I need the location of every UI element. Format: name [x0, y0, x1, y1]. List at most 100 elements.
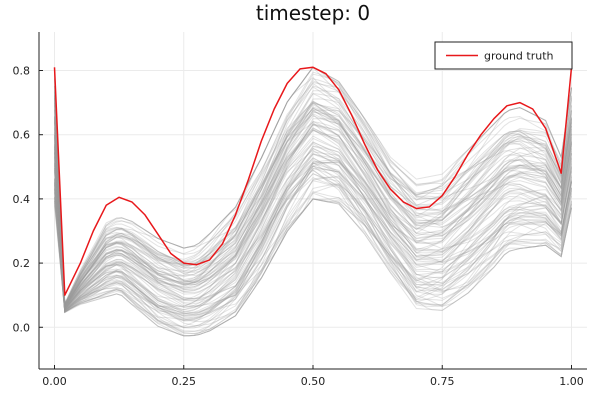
ensemble-line-98: [54, 137, 572, 310]
ensemble-line-66: [54, 159, 572, 320]
ensemble-line-39: [54, 160, 572, 311]
ensemble-line-20: [54, 137, 572, 310]
ground-truth-line: [53, 66, 573, 296]
legend: ground truth: [434, 41, 573, 70]
ensemble-line-43: [54, 181, 572, 315]
ensemble-line-1: [54, 105, 572, 309]
ensemble-line-33: [54, 109, 572, 308]
ensemble-line-59: [54, 76, 572, 307]
ensemble-line-78: [54, 80, 572, 307]
legend-label-ground-truth: ground truth: [484, 50, 554, 63]
ensemble-line-71: [54, 159, 572, 311]
ensemble-line-38: [54, 127, 572, 310]
ensemble-line-10: [54, 142, 572, 311]
ensemble-line-54: [54, 73, 572, 304]
ensemble-line-52: [54, 104, 572, 309]
grid: [39, 32, 587, 369]
ensemble-line-2: [54, 102, 572, 309]
ensemble-line-3: [54, 92, 572, 307]
y-tick-label-2: 0.4: [13, 193, 31, 206]
ensemble-line-5: [54, 168, 572, 335]
y-tick-label-1: 0.2: [13, 257, 31, 270]
ensemble-line-85: [54, 146, 572, 310]
x-tick-label-2: 0.50: [301, 375, 326, 388]
ensemble-line-22: [54, 93, 572, 309]
ensemble-line-90: [54, 107, 572, 310]
ensemble-line-44: [54, 161, 572, 323]
ensemble-line-60: [54, 158, 572, 313]
ensemble-line-16: [54, 155, 572, 315]
ensemble-line-95: [54, 161, 572, 319]
ensemble-line-67: [54, 176, 572, 337]
y-tick-label-0: 0.0: [13, 321, 31, 334]
ensemble-line-47: [54, 107, 572, 309]
ensemble-line-53: [54, 183, 572, 337]
ground-truth-layer: [53, 66, 573, 296]
ensemble-line-12: [54, 123, 572, 309]
ensemble-line-48: [54, 94, 572, 307]
ensemble-line-36: [54, 169, 572, 337]
ensemble-line-32: [54, 85, 572, 309]
ensemble-line-86: [54, 120, 572, 309]
ensemble-line-93: [54, 140, 572, 310]
x-tick-label-4: 1.00: [559, 375, 584, 388]
ensemble-line-61: [54, 133, 572, 310]
ensemble-line-24: [54, 152, 572, 322]
ensemble-line-79: [54, 192, 572, 327]
ensemble-line-62: [54, 173, 572, 314]
ensemble-line-84: [54, 182, 572, 335]
ensemble-line-34: [54, 102, 572, 308]
y-tick-label-4: 0.8: [13, 65, 31, 78]
chart-title: timestep: 0: [256, 1, 370, 25]
ensemble-line-68: [54, 169, 572, 317]
ensemble-line-82: [54, 78, 572, 307]
ensemble-line-29: [54, 101, 572, 310]
ensemble-line-30: [54, 125, 572, 309]
ensemble-line-14: [54, 151, 572, 311]
ensemble-line-25: [54, 120, 572, 310]
ensemble-line-8: [54, 169, 572, 328]
tick-labels: 0.00 0.25 0.50 0.75 1.00 0.0 0.2 0.4 0.6 0.8: [13, 65, 584, 388]
ensemble-lines: [54, 66, 572, 337]
ensemble-line-28: [54, 135, 572, 313]
ensemble-line-91: [54, 157, 572, 322]
ensemble-line-87: [54, 145, 572, 311]
ensemble-line-31: [54, 145, 572, 317]
ensemble-line-57: [54, 110, 572, 309]
ensemble-line-76: [54, 106, 572, 310]
ensemble-line-77: [54, 157, 572, 321]
ensemble-line-26: [54, 178, 572, 332]
ensemble-line-35: [54, 145, 572, 314]
ensemble-line-15: [54, 167, 572, 316]
ensemble-line-97: [54, 188, 572, 337]
ensemble-line-4: [54, 169, 572, 315]
ensemble-line-18: [54, 113, 572, 310]
ensemble-line-74: [54, 117, 572, 309]
ensemble-line-89: [54, 105, 572, 308]
ensemble-line-42: [54, 157, 572, 329]
ensemble-line-23: [54, 164, 572, 312]
ensemble-line-19: [54, 123, 572, 311]
x-tick-label-1: 0.25: [172, 375, 197, 388]
ensemble-line-63: [54, 157, 572, 312]
ensemble-line-51: [54, 110, 572, 308]
ensemble-line-70: [54, 71, 572, 308]
ensemble-line-49: [54, 121, 572, 310]
ensemble-line-64: [54, 101, 572, 308]
ensemble-line-55: [54, 171, 572, 313]
ensemble-line-92: [54, 180, 572, 337]
ensemble-line-27: [54, 152, 572, 312]
ensemble-line-13: [54, 95, 572, 307]
ensemble-line-58: [54, 110, 572, 310]
ensemble-line-88: [54, 190, 572, 321]
ensemble-line-17: [54, 73, 572, 308]
ensemble-line-72: [54, 82, 572, 307]
ensemble-line-50: [54, 116, 572, 309]
axes: [38, 32, 587, 370]
ensemble-line-11: [54, 127, 572, 310]
y-tick-label-3: 0.6: [13, 129, 31, 142]
ensemble-line-45: [54, 157, 572, 312]
ensemble-line-46: [54, 141, 572, 317]
x-tick-label-3: 0.75: [430, 375, 455, 388]
